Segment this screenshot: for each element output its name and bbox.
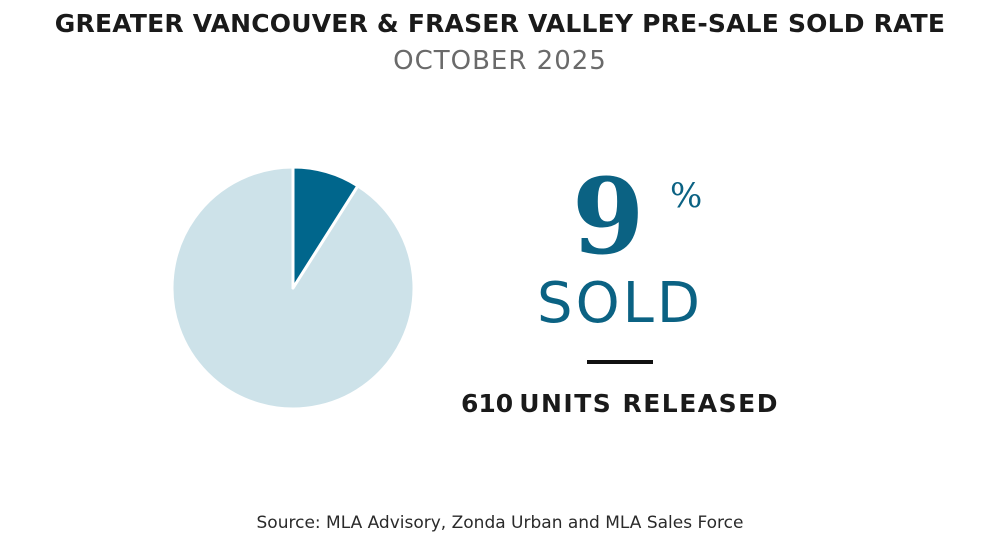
divider-line bbox=[587, 360, 653, 364]
source-note: Source: MLA Advisory, Zonda Urban and ML… bbox=[256, 513, 744, 533]
pie-slice-sold bbox=[291, 165, 360, 290]
units-released-number: 610 bbox=[461, 389, 514, 418]
percent-sign: % bbox=[670, 176, 703, 216]
chart-subtitle: OCTOBER 2025 bbox=[393, 46, 607, 76]
pie-chart bbox=[170, 165, 416, 411]
sold-percent-value: 9 bbox=[572, 155, 645, 278]
units-released: 610 UNITS RELEASED bbox=[450, 388, 790, 420]
units-released-label: UNITS RELEASED bbox=[519, 389, 779, 418]
sold-stat-panel: 9 % SOLD 610 UNITS RELEASED bbox=[450, 160, 790, 430]
sold-label: SOLD bbox=[537, 271, 703, 336]
chart-title: GREATER VANCOUVER & FRASER VALLEY PRE-SA… bbox=[54, 9, 946, 38]
